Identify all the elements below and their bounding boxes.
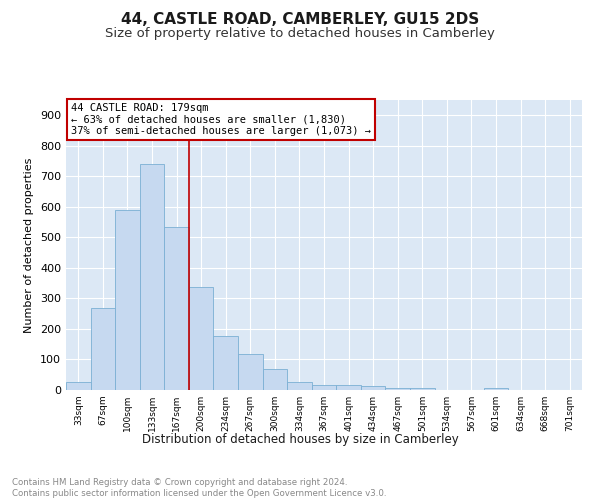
Bar <box>287 382 312 390</box>
Bar <box>410 388 434 390</box>
Bar <box>66 382 91 390</box>
Bar <box>115 210 140 390</box>
Bar <box>361 386 385 390</box>
Text: 44 CASTLE ROAD: 179sqm
← 63% of detached houses are smaller (1,830)
37% of semi-: 44 CASTLE ROAD: 179sqm ← 63% of detached… <box>71 103 371 136</box>
Text: Size of property relative to detached houses in Camberley: Size of property relative to detached ho… <box>105 28 495 40</box>
Bar <box>164 226 189 390</box>
Bar <box>336 386 361 390</box>
Bar <box>312 386 336 390</box>
Bar <box>214 336 238 390</box>
Bar <box>484 388 508 390</box>
Text: Distribution of detached houses by size in Camberley: Distribution of detached houses by size … <box>142 432 458 446</box>
Text: Contains HM Land Registry data © Crown copyright and database right 2024.
Contai: Contains HM Land Registry data © Crown c… <box>12 478 386 498</box>
Bar <box>385 388 410 390</box>
Bar <box>189 287 214 390</box>
Y-axis label: Number of detached properties: Number of detached properties <box>25 158 34 332</box>
Bar <box>238 354 263 390</box>
Bar <box>140 164 164 390</box>
Bar <box>91 308 115 390</box>
Bar <box>263 369 287 390</box>
Text: 44, CASTLE ROAD, CAMBERLEY, GU15 2DS: 44, CASTLE ROAD, CAMBERLEY, GU15 2DS <box>121 12 479 28</box>
